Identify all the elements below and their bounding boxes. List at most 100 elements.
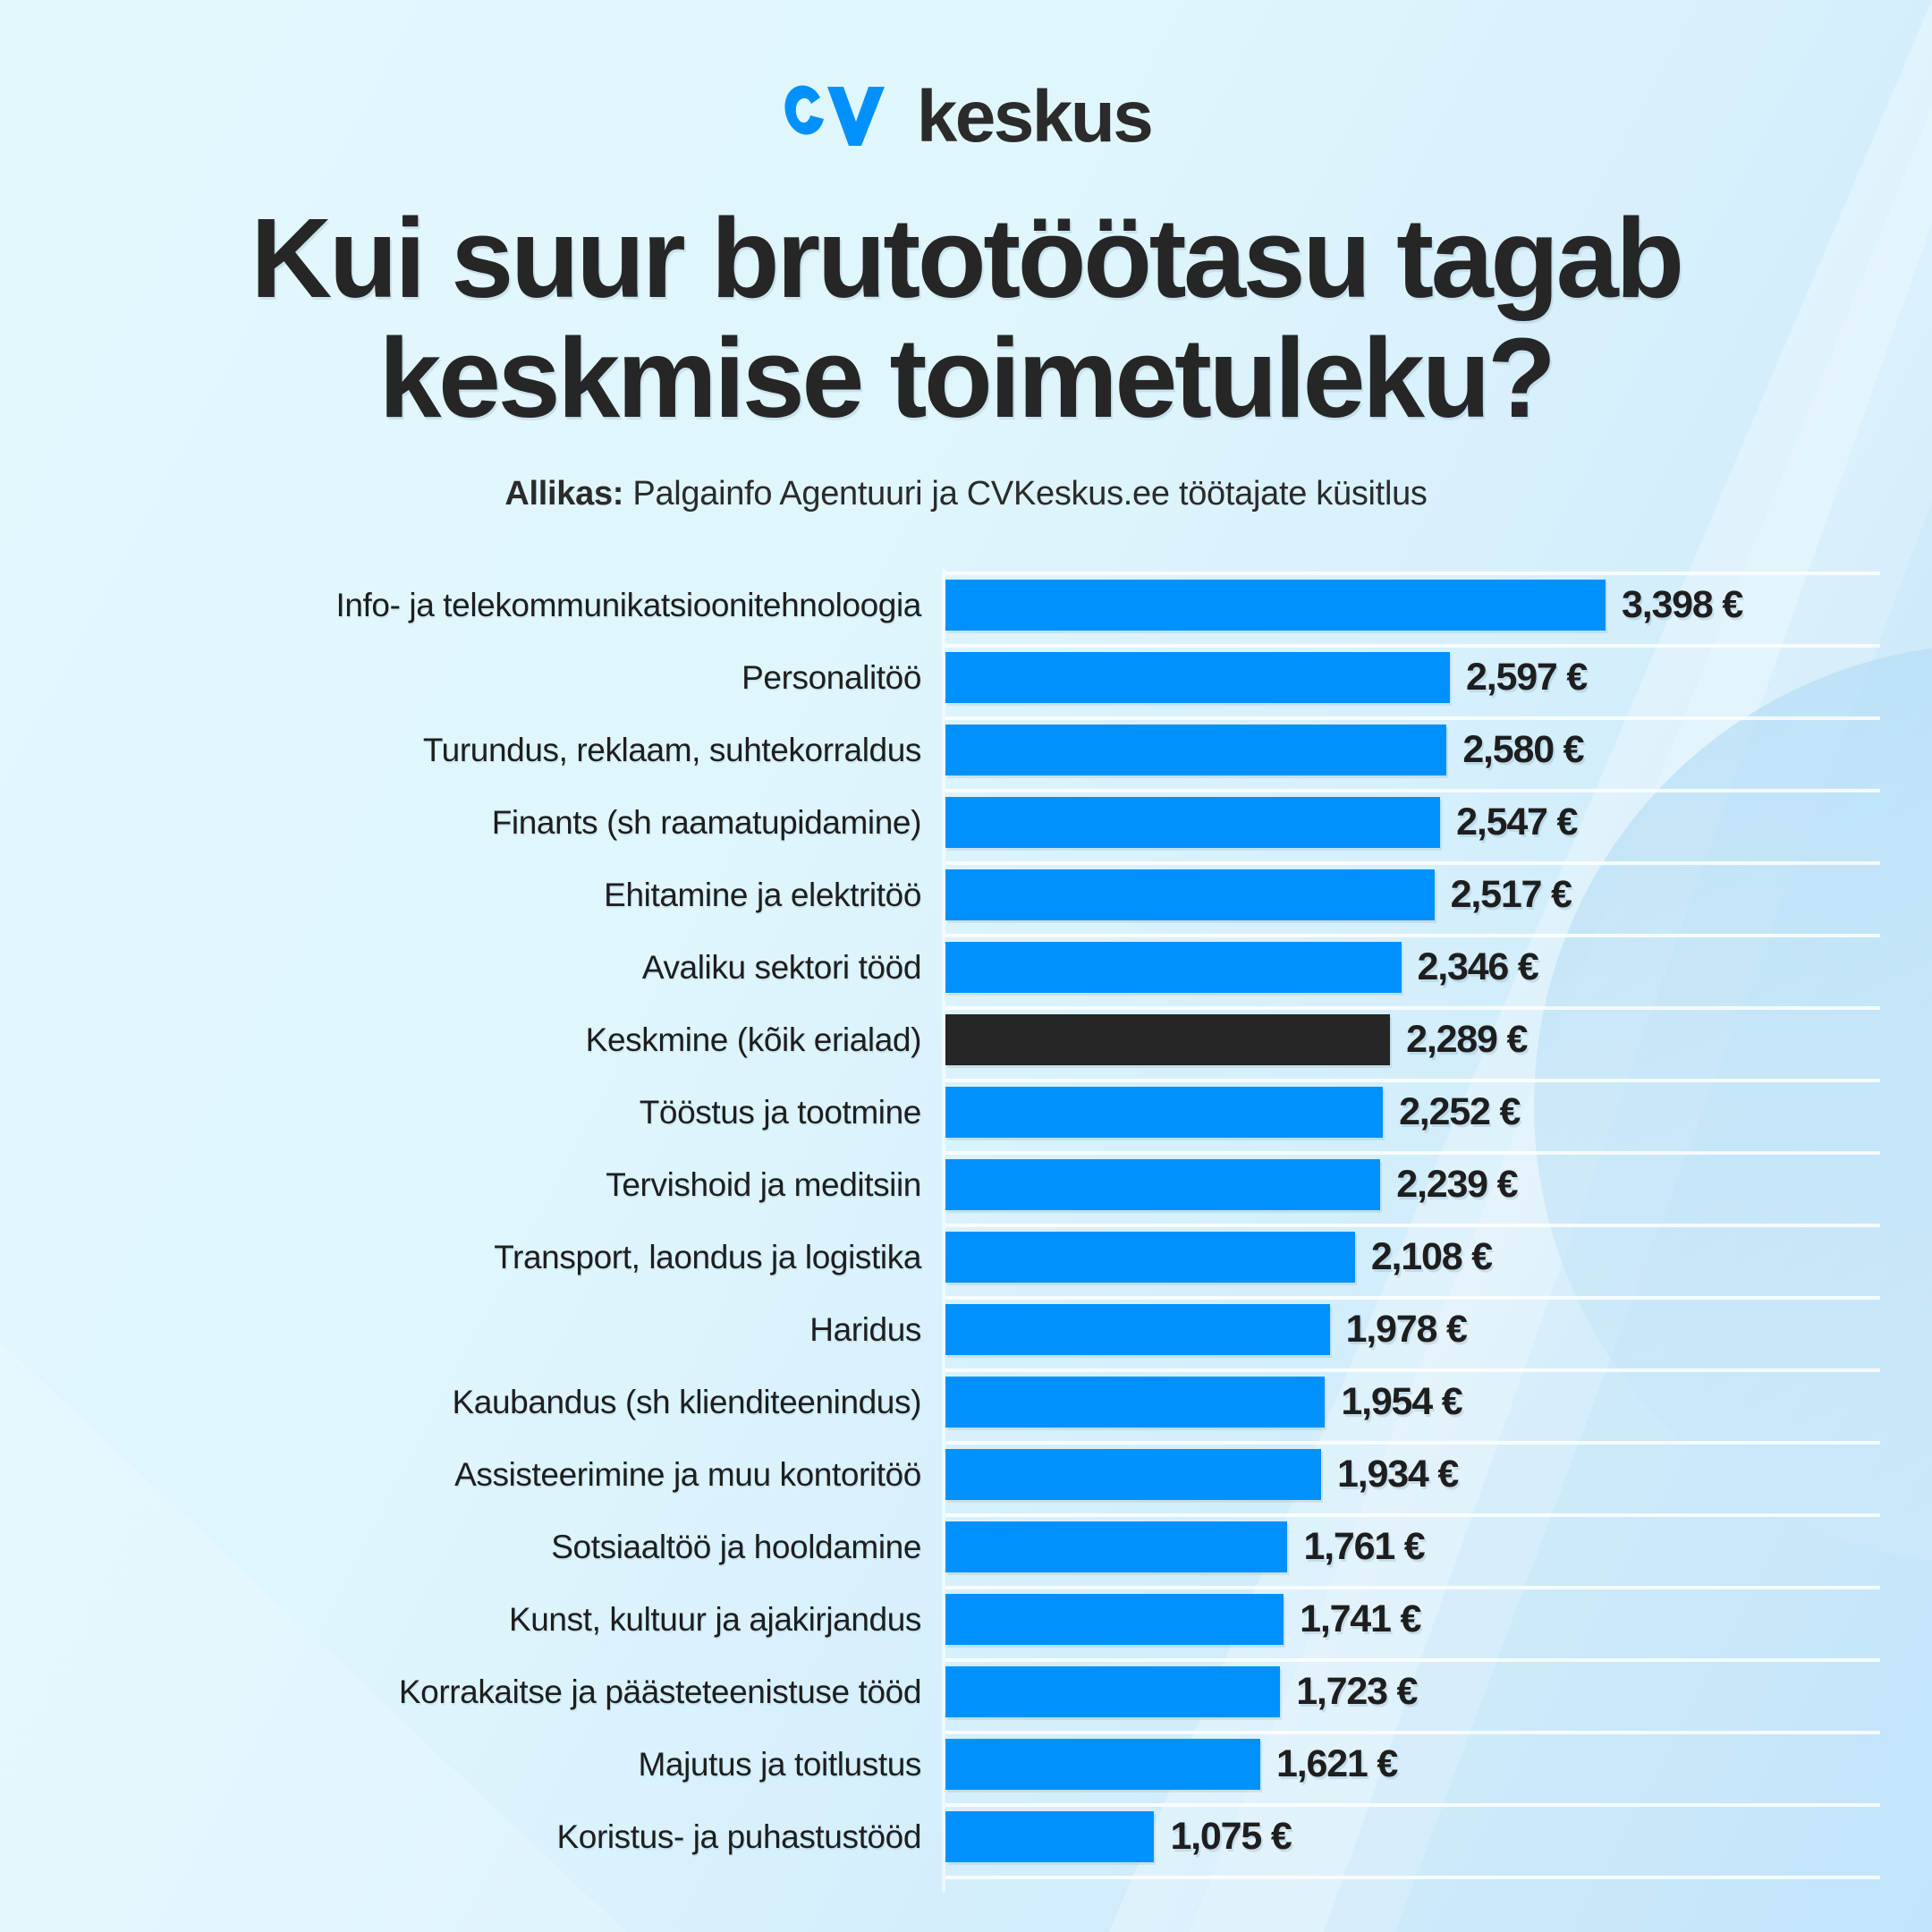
chart-row[interactable]: Turundus, reklaam, suhtekorraldus 2,580 € (0, 714, 1932, 786)
bar-value-label: 1,723 € (1296, 1670, 1418, 1713)
source-label: Allikas: (504, 475, 624, 513)
logo-wordmark: keskus (916, 76, 1154, 157)
chart-row[interactable]: Tööstus ja tootmine 2,252 € (0, 1076, 1932, 1148)
chart-row[interactable]: Kaubandus (sh klienditeenindus) 1,954 € (0, 1366, 1932, 1438)
bar-wrapper: 3,398 € (945, 569, 1743, 641)
bar-wrapper: 2,597 € (945, 641, 1588, 714)
bar (945, 1594, 1284, 1645)
bar (945, 652, 1451, 703)
category-label: Assisteerimine ja muu kontoritöö (454, 1455, 921, 1493)
bar (945, 1087, 1384, 1138)
bar-value-label: 1,621 € (1276, 1742, 1398, 1785)
category-label: Info- ja telekommunikatsioonitehnoloogia (335, 586, 921, 623)
bar-wrapper: 1,761 € (945, 1511, 1426, 1583)
chart-row[interactable]: Haridus 1,978 € (0, 1293, 1932, 1366)
chart-row[interactable]: Finants (sh raamatupidamine) 2,547 € (0, 786, 1932, 859)
bar (945, 1159, 1381, 1210)
bar-value-label: 2,252 € (1399, 1090, 1521, 1133)
bar-value-label: 2,239 € (1396, 1163, 1518, 1206)
bar-value-label: 1,761 € (1303, 1525, 1425, 1568)
title-line-1: Kui suur brutotöötasu tagab (250, 195, 1684, 321)
bar-chart: Info- ja telekommunikatsioonitehnoloogia… (0, 569, 1932, 1893)
bar-wrapper: 1,075 € (945, 1801, 1292, 1873)
bar (945, 797, 1441, 848)
bar-value-label: 2,517 € (1450, 873, 1572, 916)
category-label: Tervishoid ja meditsiin (606, 1165, 921, 1203)
category-label: Koristus- ja puhastustööd (556, 1818, 921, 1855)
bar-wrapper: 1,621 € (945, 1728, 1398, 1801)
bar (945, 869, 1435, 920)
bar-value-label: 1,741 € (1300, 1597, 1421, 1640)
bar-value-label: 2,346 € (1417, 945, 1539, 988)
bar-wrapper: 1,741 € (945, 1583, 1421, 1656)
bar (945, 1811, 1155, 1862)
bar (945, 1232, 1355, 1283)
chart-row[interactable]: Avaliku sektori tööd 2,346 € (0, 931, 1932, 1004)
bar-value-label: 1,934 € (1337, 1453, 1459, 1496)
bar-highlight (945, 1014, 1391, 1065)
category-label: Avaliku sektori tööd (641, 948, 922, 986)
chart-row[interactable]: Ehitamine ja elektritöö 2,517 € (0, 859, 1932, 931)
bar-wrapper: 2,346 € (945, 931, 1539, 1004)
title-line-2: keskmise toimetuleku? (378, 314, 1556, 441)
bar (945, 1521, 1288, 1572)
bar (945, 1739, 1261, 1790)
page-title: Kui suur brutotöötasu tagab keskmise toi… (206, 199, 1726, 437)
chart-row[interactable]: Sotsiaaltöö ja hooldamine 1,761 € (0, 1511, 1932, 1583)
category-label: Sotsiaaltöö ja hooldamine (551, 1528, 921, 1565)
bar (945, 942, 1402, 993)
bar-wrapper: 2,547 € (945, 786, 1578, 859)
category-label: Majutus ja toitlustus (638, 1745, 921, 1783)
chart-row[interactable]: Koristus- ja puhastustööd 1,075 € (0, 1801, 1932, 1873)
category-label: Haridus (809, 1310, 921, 1348)
gridline (945, 1876, 1880, 1879)
bar-wrapper: 1,954 € (945, 1366, 1463, 1438)
bar (945, 1666, 1281, 1717)
chart-row[interactable]: Kunst, kultuur ja ajakirjandus 1,741 € (0, 1583, 1932, 1656)
chart-row[interactable]: Korrakaitse ja päästeteenistuse tööd 1,72… (0, 1656, 1932, 1728)
category-label: Personalitöö (741, 658, 921, 696)
bar-wrapper: 2,252 € (945, 1076, 1521, 1148)
bar-value-label: 2,580 € (1462, 728, 1584, 771)
header: keskus Kui suur brutotöötasu tagab keskm… (0, 0, 1932, 513)
bar (945, 1377, 1326, 1428)
bar-wrapper: 2,517 € (945, 859, 1572, 931)
logo[interactable]: keskus (0, 79, 1932, 156)
bar-wrapper: 2,580 € (945, 714, 1585, 786)
chart-axis (942, 569, 945, 1893)
bar-value-label: 2,289 € (1406, 1018, 1528, 1061)
bar-wrapper: 2,289 € (945, 1004, 1528, 1076)
bar-value-label: 2,597 € (1466, 656, 1588, 699)
bar (945, 1304, 1330, 1355)
bar-value-label: 3,398 € (1622, 583, 1743, 626)
source-note: Allikas: Palgainfo Agentuuri ja CVKeskus… (0, 475, 1932, 513)
category-label: Ehitamine ja elektritöö (604, 876, 921, 913)
chart-row[interactable]: Tervishoid ja meditsiin 2,239 € (0, 1148, 1932, 1221)
cv-logo-icon (781, 78, 913, 157)
bar (945, 724, 1447, 775)
chart-row[interactable]: Keskmine (kõik erialad) 2,289 € (0, 1004, 1932, 1076)
bar-wrapper: 1,978 € (945, 1293, 1468, 1366)
bar-value-label: 1,954 € (1341, 1380, 1462, 1423)
category-label: Finants (sh raamatupidamine) (491, 803, 922, 841)
chart-row[interactable]: Majutus ja toitlustus 1,621 € (0, 1728, 1932, 1801)
bar-wrapper: 1,934 € (945, 1438, 1459, 1511)
bar-value-label: 1,075 € (1170, 1815, 1292, 1858)
bar-value-label: 1,978 € (1345, 1308, 1468, 1351)
chart-row[interactable]: Info- ja telekommunikatsioonitehnoloogia… (0, 569, 1932, 641)
chart-row[interactable]: Transport, laondus ja logistika 2,108 € (0, 1221, 1932, 1293)
bar-value-label: 2,547 € (1456, 801, 1578, 843)
bar (945, 580, 1606, 631)
category-label: Keskmine (kõik erialad) (585, 1021, 922, 1058)
bar (945, 1449, 1322, 1500)
category-label: Kaubandus (sh klienditeenindus) (452, 1383, 922, 1420)
category-label: Transport, laondus ja logistika (494, 1238, 921, 1275)
chart-row[interactable]: Personalitöö 2,597 € (0, 641, 1932, 714)
chart-row[interactable]: Assisteerimine ja muu kontoritöö 1,934 € (0, 1438, 1932, 1511)
category-label: Kunst, kultuur ja ajakirjandus (508, 1600, 921, 1638)
category-label: Turundus, reklaam, suhtekorraldus (422, 731, 922, 768)
bar-wrapper: 1,723 € (945, 1656, 1418, 1728)
category-label: Korrakaitse ja päästeteenistuse tööd (398, 1673, 922, 1710)
bar-value-label: 2,108 € (1370, 1235, 1493, 1278)
